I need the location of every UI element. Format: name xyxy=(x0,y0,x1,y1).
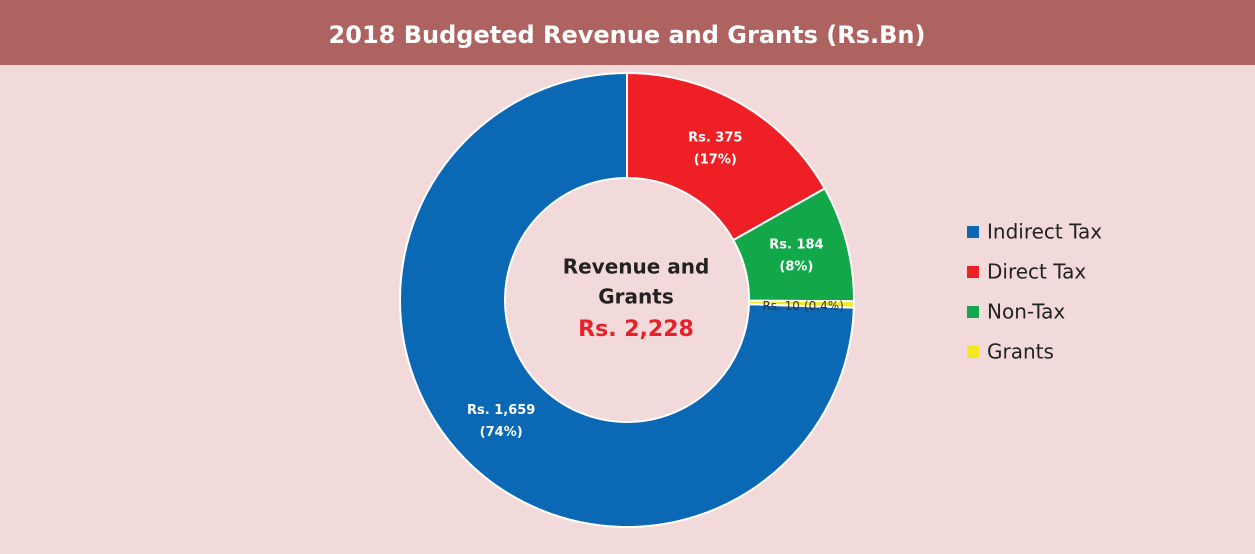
value-label: Rs. 375 xyxy=(688,130,742,145)
value-label: Rs. 1,659 xyxy=(467,403,535,418)
legend-label: Grants xyxy=(987,340,1054,364)
slice xyxy=(626,71,827,242)
center-value: Rs. 2,228 xyxy=(578,317,694,342)
slice xyxy=(399,71,855,528)
chart-title: 2018 Budgeted Revenue and Grants (Rs.Bn) xyxy=(329,21,926,49)
center-label: Grants xyxy=(598,285,673,309)
legend-swatch xyxy=(967,226,979,238)
legend-swatch xyxy=(967,266,979,278)
value-label: Rs. 10 xyxy=(762,299,800,313)
percent-label: (8%) xyxy=(779,260,813,275)
legend-label: Indirect Tax xyxy=(987,220,1102,244)
legend-swatch xyxy=(967,346,979,358)
slice xyxy=(747,299,856,309)
percent-label: (17%) xyxy=(694,152,737,167)
legend-label: Direct Tax xyxy=(987,260,1086,284)
title-bar xyxy=(0,0,1255,65)
percent-label: (74%) xyxy=(480,425,523,440)
percent-label: (0.4%) xyxy=(804,299,844,313)
legend-label: Non-Tax xyxy=(987,300,1065,324)
legend-swatch xyxy=(967,306,979,318)
value-label: Rs. 184 xyxy=(769,238,823,253)
center-label: Revenue and xyxy=(563,255,710,279)
